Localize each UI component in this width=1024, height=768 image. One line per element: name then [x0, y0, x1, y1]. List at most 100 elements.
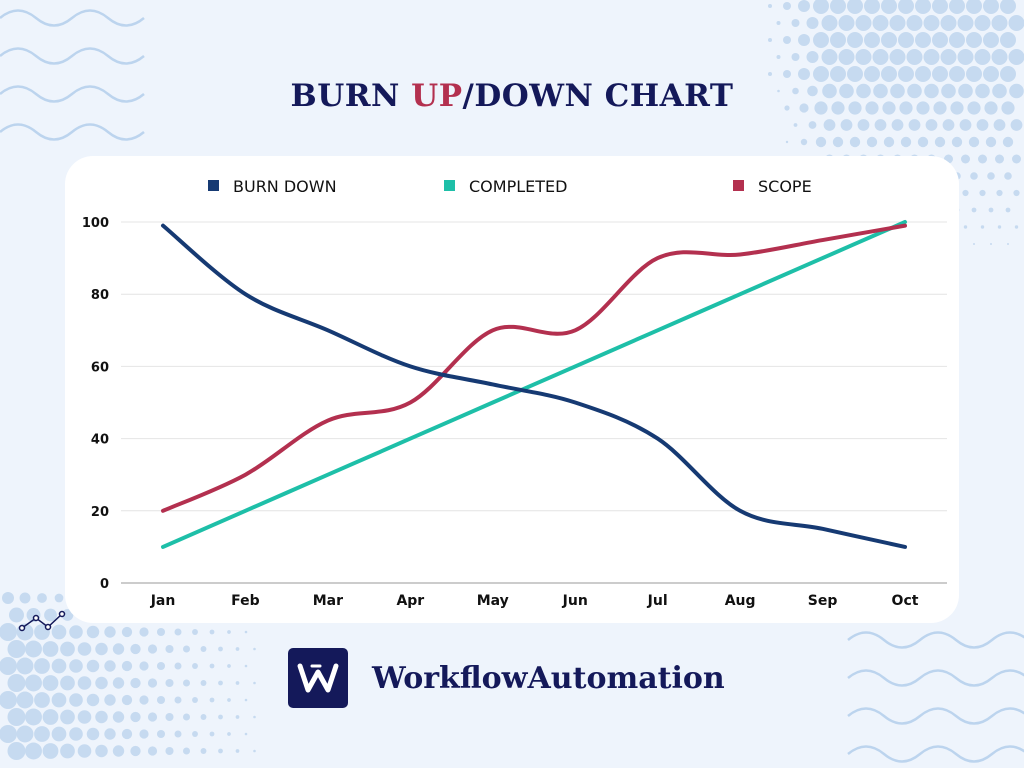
decor-dot — [881, 66, 897, 82]
decor-dot — [791, 19, 800, 27]
decor-dot — [19, 592, 31, 604]
y-tick-label: 40 — [91, 433, 109, 448]
brand-name: WorkflowAutomation — [372, 660, 725, 696]
decor-dot — [60, 641, 75, 657]
x-tick-label: Mar — [313, 593, 343, 609]
decor-dot — [891, 119, 904, 131]
decor-dot — [840, 119, 853, 131]
decor-dot — [992, 83, 1007, 99]
decor-dot — [37, 593, 47, 603]
decor-dot — [112, 677, 125, 689]
decor-dot — [104, 626, 116, 638]
decor-dot — [1000, 66, 1016, 82]
decor-dot — [821, 15, 838, 31]
decor-dot — [996, 189, 1003, 197]
decor-dot — [866, 136, 878, 148]
decor-dot — [156, 695, 166, 705]
decor-dot — [882, 101, 896, 115]
decor-dot — [192, 663, 198, 669]
decor-dot — [218, 748, 223, 754]
page-title: BURN UP/DOWN CHART — [0, 78, 1024, 114]
decor-dot — [832, 136, 844, 148]
decor-dot — [830, 66, 846, 82]
decor-dot — [130, 711, 141, 723]
decor-dot — [183, 747, 190, 755]
decor-dot — [42, 743, 59, 759]
decor-dot — [130, 745, 141, 757]
decor-dot — [941, 83, 956, 99]
decor-dot — [915, 66, 931, 82]
decor-dot — [932, 32, 948, 48]
decor-dot — [970, 172, 978, 180]
decor-dot — [1013, 189, 1020, 197]
decor-dot — [798, 34, 810, 46]
decor-dot — [235, 647, 240, 651]
x-tick-label: Aug — [725, 593, 756, 609]
decor-dot — [798, 0, 810, 12]
decor-dot — [95, 642, 108, 656]
decor-dot — [872, 49, 889, 65]
series-line-scope — [161, 223, 907, 513]
decor-dot — [192, 697, 198, 703]
decor-dot — [906, 15, 923, 31]
decor-dot — [104, 660, 116, 672]
decor-dot — [69, 693, 83, 707]
decor-dot — [77, 676, 92, 690]
decor-dot — [209, 663, 215, 669]
legend-label: BURN DOWN — [233, 177, 337, 196]
decor-dot — [0, 657, 17, 675]
y-tick-label: 80 — [91, 288, 109, 303]
decor-dot — [253, 681, 256, 685]
decor-dot — [165, 644, 174, 654]
decor-dot — [104, 694, 116, 706]
decor-dot — [984, 101, 998, 115]
decor-dot — [121, 626, 133, 638]
title-highlight: UP — [411, 78, 463, 114]
decor-dot — [990, 243, 992, 245]
decor-dot — [1008, 49, 1024, 65]
decor-dot — [908, 119, 921, 131]
decor-dot — [51, 726, 67, 742]
decor-dot — [838, 49, 855, 65]
decor-dot — [218, 680, 223, 686]
decor-dot — [814, 101, 828, 115]
decor-dot — [244, 698, 248, 702]
decor-dot — [932, 0, 948, 14]
decor-dot — [77, 744, 92, 758]
decor-dot — [25, 640, 42, 658]
decor-dot — [798, 68, 810, 80]
decor-dot — [807, 85, 818, 97]
decor-dot — [139, 695, 149, 705]
decor-dot — [847, 66, 863, 82]
decor-dot — [235, 749, 240, 753]
workflow-logo-icon — [288, 648, 348, 708]
decor-dot — [940, 15, 957, 31]
decor-dot — [768, 4, 772, 8]
decor-dot — [889, 49, 906, 65]
decor-dot — [121, 694, 133, 706]
decor-dot — [915, 0, 931, 14]
decor-dot — [86, 625, 100, 639]
decor-dot — [915, 32, 931, 48]
decor-dot — [1012, 154, 1021, 164]
series-line-completed — [161, 220, 907, 549]
decor-dot — [69, 727, 83, 741]
decor-dot — [980, 225, 985, 229]
x-tick-label: Feb — [231, 593, 260, 609]
decor-dot — [147, 712, 158, 722]
decor-dot — [44, 608, 57, 622]
decor-dot — [776, 55, 781, 59]
decor-dot — [7, 708, 26, 726]
decor-dot — [51, 658, 67, 674]
decor-dot — [209, 697, 215, 703]
decor-dot — [1008, 15, 1024, 31]
legend-swatch — [444, 180, 455, 191]
decor-dot — [958, 83, 973, 99]
decor-dot — [890, 83, 905, 99]
x-tick-label: Oct — [892, 593, 919, 609]
x-tick-label: Jul — [647, 593, 668, 609]
decor-dot — [957, 49, 974, 65]
decor-dot — [932, 66, 948, 82]
legend-swatch — [733, 180, 744, 191]
decor-dot — [165, 678, 174, 688]
